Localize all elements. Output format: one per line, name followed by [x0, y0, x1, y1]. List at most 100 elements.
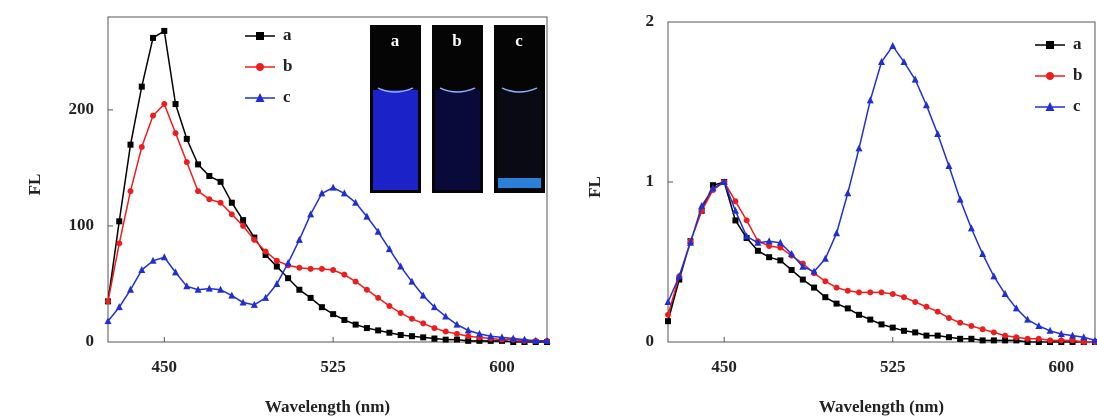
data-point [1013, 334, 1020, 341]
data-point [856, 289, 863, 296]
data-point [127, 188, 134, 195]
data-point [138, 83, 145, 90]
legend-marker [1046, 72, 1054, 80]
data-point [878, 289, 885, 296]
data-point [116, 218, 123, 225]
data-point [205, 284, 213, 292]
data-point [889, 42, 897, 49]
data-point [341, 271, 348, 278]
data-point [375, 327, 382, 334]
data-point [408, 333, 415, 340]
data-point [206, 196, 213, 203]
data-point [183, 159, 190, 166]
vial-liquid [497, 90, 542, 190]
data-point [262, 251, 269, 258]
data-point [1013, 337, 1020, 344]
data-point [1080, 333, 1088, 341]
data-point [979, 337, 986, 344]
y-axis-label: FL [25, 174, 44, 196]
data-point [720, 178, 728, 185]
data-point [453, 330, 460, 337]
data-point [161, 101, 168, 108]
vial-liquid [373, 90, 418, 190]
data-point [509, 334, 517, 342]
legend-label: c [283, 87, 291, 106]
data-point [844, 287, 851, 294]
data-point [833, 300, 840, 307]
data-point [397, 309, 404, 316]
data-point [330, 311, 337, 318]
data-point [127, 141, 134, 148]
data-point [1001, 290, 1009, 297]
data-point [240, 222, 247, 229]
data-point [273, 257, 280, 264]
data-point [934, 308, 941, 315]
data-point [262, 293, 270, 301]
data-point [296, 264, 303, 271]
data-point [386, 303, 393, 310]
data-point [686, 238, 694, 246]
data-point [856, 311, 863, 318]
legend-marker [1046, 41, 1054, 49]
data-point [912, 299, 919, 305]
data-point [1024, 335, 1031, 342]
data-point [810, 267, 818, 275]
y-tick-label: 0 [646, 331, 655, 350]
data-point [363, 286, 370, 293]
legend-marker [255, 93, 265, 102]
data-point [284, 259, 292, 267]
data-point [104, 317, 112, 325]
data-point [498, 333, 506, 341]
y-tick-label: 200 [69, 99, 95, 118]
data-point [431, 335, 438, 342]
data-point [420, 320, 427, 327]
data-point [228, 291, 236, 299]
data-point [150, 112, 157, 119]
data-point [1012, 304, 1020, 312]
data-point [330, 267, 337, 274]
data-point [731, 206, 739, 214]
data-point [844, 305, 851, 312]
y-tick-label: 2 [646, 11, 655, 30]
data-point [799, 262, 807, 270]
data-point [116, 240, 123, 247]
data-point [1047, 337, 1054, 344]
data-point [1069, 337, 1076, 344]
data-point [419, 291, 427, 299]
data-point [295, 235, 303, 243]
vial-meniscus [439, 87, 476, 93]
data-point [352, 278, 359, 285]
data-point [240, 217, 247, 224]
data-point [788, 267, 795, 273]
data-point [1091, 336, 1097, 344]
legend-marker [1045, 102, 1055, 111]
data-point [431, 325, 438, 332]
data-point [956, 195, 964, 203]
data-point [878, 58, 885, 65]
data-point [307, 294, 314, 301]
series-line [107, 29, 547, 343]
data-point [821, 254, 829, 262]
data-point [420, 334, 427, 341]
data-point [844, 189, 852, 197]
data-point [743, 217, 750, 224]
legend-marker [256, 63, 264, 71]
data-point [754, 238, 762, 246]
data-point [765, 237, 773, 245]
data-point [732, 217, 739, 224]
data-point [799, 276, 806, 283]
data-point [341, 316, 348, 323]
data-point [979, 250, 987, 257]
data-point [408, 277, 416, 285]
data-point [172, 130, 179, 137]
data-point [912, 329, 919, 336]
legend-marker [256, 32, 264, 40]
data-point [318, 265, 325, 272]
data-point [363, 325, 370, 332]
data-point [352, 198, 360, 206]
data-point [1058, 337, 1065, 344]
inset-label: b [452, 31, 461, 50]
data-point [160, 253, 168, 261]
data-point [1002, 337, 1009, 344]
